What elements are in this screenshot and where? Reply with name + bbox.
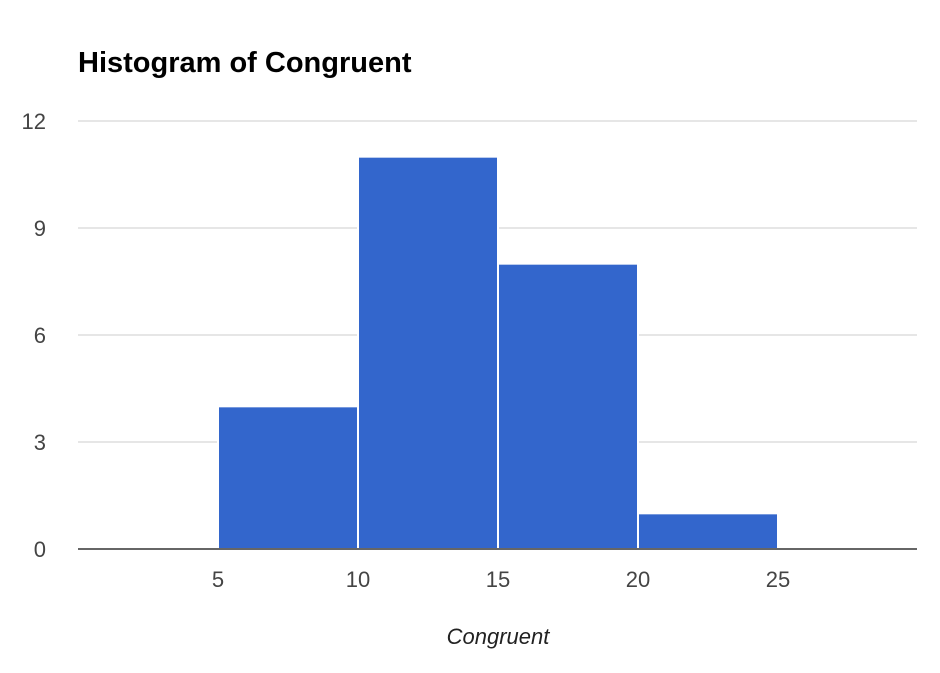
x-tick-label: 10 xyxy=(346,567,370,592)
y-tick-label: 3 xyxy=(34,430,46,455)
y-tick-label: 9 xyxy=(34,216,46,241)
x-axis-title: Congruent xyxy=(447,624,551,649)
histogram-bar xyxy=(217,405,359,551)
x-tick-label: 15 xyxy=(486,567,510,592)
x-tick-label: 5 xyxy=(212,567,224,592)
x-tick-label: 25 xyxy=(766,567,790,592)
x-tick-label: 20 xyxy=(626,567,650,592)
y-axis-ticks: 0 3 6 9 12 xyxy=(22,109,46,562)
histogram-bar xyxy=(637,512,779,550)
x-axis-ticks: 5 10 15 20 25 xyxy=(212,567,790,592)
y-tick-label: 0 xyxy=(34,537,46,562)
y-tick-label: 6 xyxy=(34,323,46,348)
y-tick-label: 12 xyxy=(22,109,46,134)
histogram-bar xyxy=(357,155,499,551)
histogram-bar xyxy=(497,262,639,550)
chart-title: Histogram of Congruent xyxy=(78,47,412,79)
bars xyxy=(217,155,779,551)
